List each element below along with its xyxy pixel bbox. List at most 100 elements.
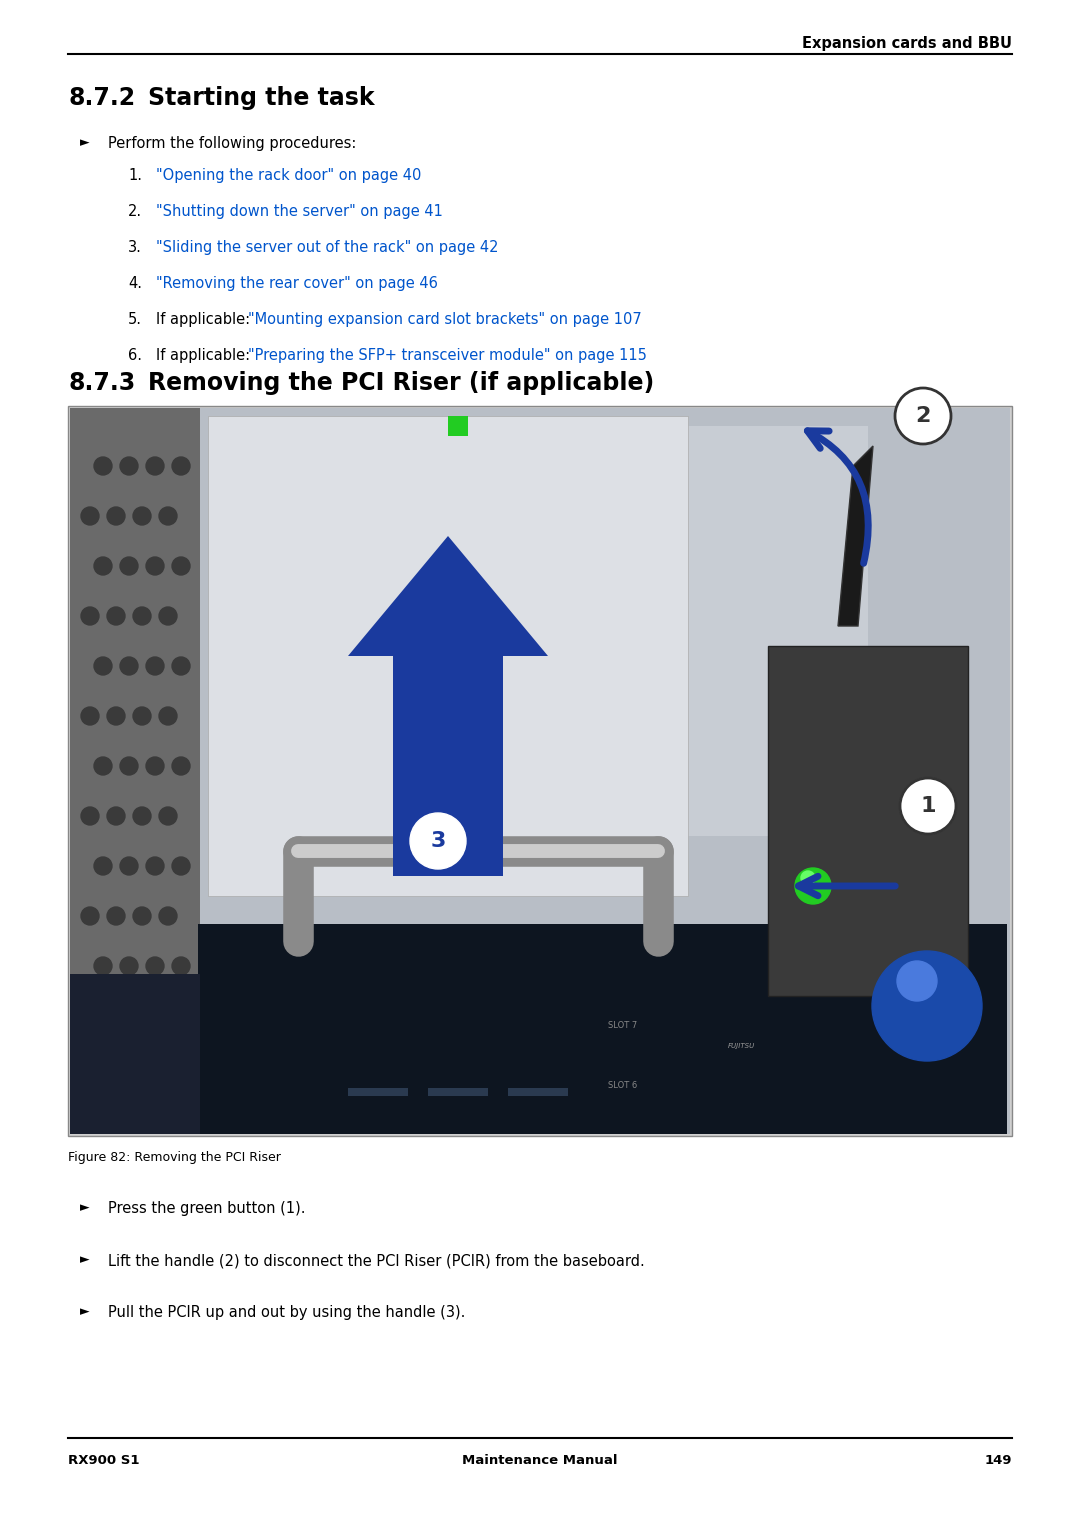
Text: Lift the handle (2) to disconnect the PCI Riser (PCIR) from the baseboard.: Lift the handle (2) to disconnect the PC… — [108, 1253, 645, 1268]
Circle shape — [107, 707, 125, 725]
Circle shape — [94, 957, 112, 975]
Circle shape — [81, 707, 99, 725]
Circle shape — [172, 1058, 190, 1074]
Text: RX900 S1: RX900 S1 — [68, 1454, 139, 1466]
Bar — [448, 417, 468, 436]
Circle shape — [133, 707, 151, 725]
Text: If applicable:: If applicable: — [156, 311, 255, 327]
Circle shape — [120, 557, 138, 575]
Text: 5.: 5. — [129, 311, 141, 327]
Text: 1: 1 — [920, 797, 935, 816]
Circle shape — [81, 507, 99, 525]
Circle shape — [146, 858, 164, 874]
Circle shape — [146, 1058, 164, 1074]
Circle shape — [159, 1106, 177, 1125]
Circle shape — [172, 557, 190, 575]
Bar — [508, 1088, 568, 1096]
Bar — [70, 974, 200, 1134]
Text: ►: ► — [80, 1305, 90, 1318]
Text: Press the green button (1).: Press the green button (1). — [108, 1201, 306, 1216]
Circle shape — [801, 871, 815, 885]
Circle shape — [107, 807, 125, 826]
Circle shape — [133, 607, 151, 626]
Bar — [768, 645, 968, 996]
Circle shape — [94, 858, 112, 874]
Circle shape — [159, 707, 177, 725]
Circle shape — [120, 858, 138, 874]
Bar — [248, 426, 868, 836]
Circle shape — [146, 957, 164, 975]
Circle shape — [81, 1106, 99, 1125]
Polygon shape — [348, 536, 548, 876]
Text: 8.7.2: 8.7.2 — [68, 85, 135, 110]
Circle shape — [120, 757, 138, 775]
Circle shape — [94, 658, 112, 674]
Circle shape — [133, 906, 151, 925]
Circle shape — [107, 1106, 125, 1125]
Circle shape — [795, 868, 831, 903]
Text: SLOT 7: SLOT 7 — [608, 1021, 637, 1030]
Bar — [428, 1088, 488, 1096]
Circle shape — [146, 757, 164, 775]
Text: Maintenance Manual: Maintenance Manual — [462, 1454, 618, 1466]
Circle shape — [81, 807, 99, 826]
Text: 4.: 4. — [129, 276, 141, 291]
Circle shape — [81, 1007, 99, 1025]
Text: 2: 2 — [916, 406, 931, 426]
Text: "Mounting expansion card slot brackets" on page 107: "Mounting expansion card slot brackets" … — [247, 311, 642, 327]
Bar — [68, 406, 1012, 1135]
Text: "Shutting down the server" on page 41: "Shutting down the server" on page 41 — [156, 204, 443, 220]
Circle shape — [107, 1007, 125, 1025]
Text: SLOT 6: SLOT 6 — [608, 1082, 637, 1091]
Text: 8.7.3: 8.7.3 — [68, 371, 135, 395]
Circle shape — [410, 813, 465, 868]
Text: ►: ► — [80, 136, 90, 150]
Circle shape — [872, 951, 982, 1061]
Polygon shape — [838, 446, 873, 626]
Circle shape — [107, 607, 125, 626]
Circle shape — [900, 778, 956, 835]
Circle shape — [146, 557, 164, 575]
Text: Pull the PCIR up and out by using the handle (3).: Pull the PCIR up and out by using the ha… — [108, 1305, 465, 1320]
Circle shape — [94, 757, 112, 775]
Circle shape — [107, 906, 125, 925]
Circle shape — [159, 1007, 177, 1025]
Text: Perform the following procedures:: Perform the following procedures: — [108, 136, 356, 151]
Circle shape — [146, 658, 164, 674]
Circle shape — [159, 807, 177, 826]
Text: ►: ► — [80, 1253, 90, 1267]
Circle shape — [120, 658, 138, 674]
Bar — [70, 407, 1010, 1134]
Bar — [70, 407, 200, 1134]
Circle shape — [897, 961, 937, 1001]
Text: Expansion cards and BBU: Expansion cards and BBU — [802, 37, 1012, 50]
Circle shape — [133, 1007, 151, 1025]
Circle shape — [133, 807, 151, 826]
Circle shape — [81, 607, 99, 626]
Text: 2.: 2. — [129, 204, 143, 220]
Text: 6.: 6. — [129, 348, 141, 363]
Circle shape — [895, 388, 951, 444]
Circle shape — [107, 507, 125, 525]
Bar — [348, 1088, 408, 1096]
Text: 3: 3 — [430, 832, 446, 852]
Circle shape — [94, 1058, 112, 1074]
Text: "Opening the rack door" on page 40: "Opening the rack door" on page 40 — [156, 168, 421, 183]
Circle shape — [120, 1058, 138, 1074]
Circle shape — [159, 507, 177, 525]
Text: 1.: 1. — [129, 168, 141, 183]
Text: Removing the PCI Riser (if applicable): Removing the PCI Riser (if applicable) — [148, 371, 654, 395]
Circle shape — [94, 557, 112, 575]
Text: Starting the task: Starting the task — [148, 85, 375, 110]
Bar — [208, 417, 688, 896]
Circle shape — [133, 507, 151, 525]
Circle shape — [120, 957, 138, 975]
Circle shape — [120, 456, 138, 475]
Circle shape — [172, 957, 190, 975]
Circle shape — [172, 757, 190, 775]
Circle shape — [172, 658, 190, 674]
Circle shape — [159, 906, 177, 925]
Text: ►: ► — [80, 1201, 90, 1215]
FancyArrowPatch shape — [808, 430, 868, 563]
Circle shape — [81, 906, 99, 925]
